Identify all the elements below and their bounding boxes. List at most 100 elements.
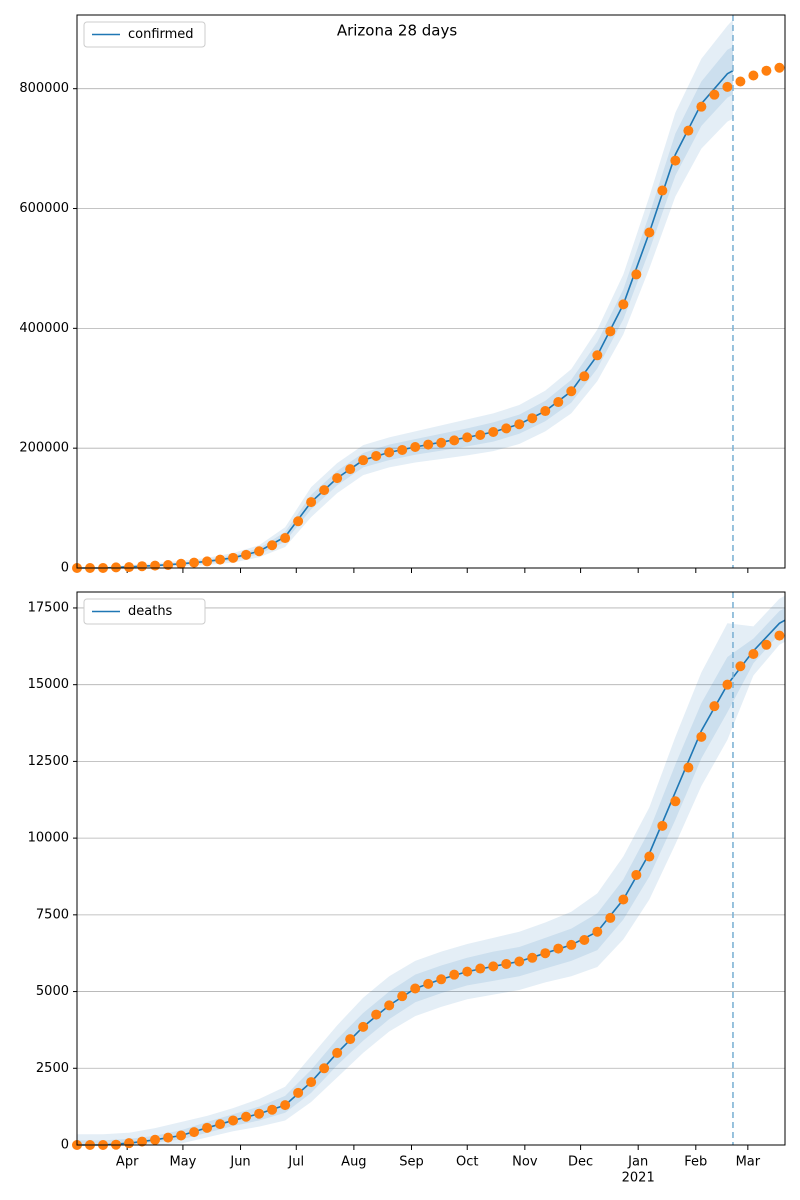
observed-point xyxy=(449,435,460,446)
observed-point xyxy=(579,935,590,946)
legend-box xyxy=(83,21,206,48)
y-tick-label: 12500 xyxy=(28,754,69,769)
observed-point xyxy=(709,89,720,100)
observed-point xyxy=(319,485,330,496)
observed-point xyxy=(514,419,525,430)
x-tick-label: Jun xyxy=(229,1155,250,1170)
observed-point xyxy=(566,386,577,397)
x-tick-label: Apr xyxy=(116,1155,139,1170)
observed-point xyxy=(631,269,642,280)
observed-point xyxy=(397,444,408,455)
observed-point xyxy=(163,1132,174,1143)
x-tick-label: Jul xyxy=(287,1155,304,1170)
observed-point xyxy=(501,958,512,969)
observed-point xyxy=(644,227,655,238)
observed-point xyxy=(332,473,343,484)
legend-label: deaths xyxy=(128,604,173,619)
observed-point xyxy=(371,450,382,461)
y-tick-label: 5000 xyxy=(36,984,69,999)
observed-point xyxy=(189,557,200,568)
observed-point xyxy=(475,429,486,440)
observed-point xyxy=(449,969,460,980)
observed-point xyxy=(527,952,538,963)
observed-point xyxy=(124,1138,135,1149)
observed-point xyxy=(293,1087,304,1098)
observed-point xyxy=(150,1134,161,1145)
x-tick-label: Aug xyxy=(341,1155,366,1170)
observed-point xyxy=(384,1000,395,1011)
observed-point xyxy=(475,963,486,974)
observed-point xyxy=(657,820,668,831)
observed-point xyxy=(280,533,291,544)
observed-point xyxy=(228,552,239,563)
observed-point xyxy=(709,701,720,712)
observed-point xyxy=(202,556,213,567)
observed-point xyxy=(592,350,603,361)
observed-point xyxy=(722,679,733,690)
observed-point xyxy=(410,441,421,452)
legend-box xyxy=(83,598,206,625)
observed-point xyxy=(436,974,447,985)
observed-point xyxy=(761,65,772,76)
model-line xyxy=(77,70,734,569)
observed-point xyxy=(735,661,746,672)
observed-point xyxy=(332,1047,343,1058)
observed-point xyxy=(358,1021,369,1032)
plot-frame xyxy=(76,591,786,1146)
observed-point xyxy=(267,540,278,551)
observed-point xyxy=(202,1122,213,1133)
observed-point xyxy=(267,1104,278,1115)
observed-point xyxy=(410,983,421,994)
y-tick-label: 15000 xyxy=(28,677,69,692)
observed-point xyxy=(631,869,642,880)
observed-point xyxy=(137,561,148,572)
observed-point xyxy=(241,549,252,560)
observed-point xyxy=(774,630,785,641)
observed-point xyxy=(306,497,317,508)
observed-point xyxy=(540,406,551,417)
y-tick-label: 2500 xyxy=(36,1061,69,1076)
observed-point xyxy=(111,562,122,573)
observed-point xyxy=(293,516,304,527)
observed-point xyxy=(176,1130,187,1141)
observed-point xyxy=(345,464,356,475)
y-tick-label: 0 xyxy=(61,1138,69,1153)
y-tick-label: 400000 xyxy=(19,321,69,336)
observed-point xyxy=(748,70,759,81)
observed-point xyxy=(384,447,395,458)
observed-point xyxy=(254,546,265,557)
x-year-label: 2021 xyxy=(622,1171,655,1186)
y-tick-label: 17500 xyxy=(28,600,69,615)
observed-point xyxy=(241,1111,252,1122)
observed-point xyxy=(488,426,499,437)
x-tick-label: Sep xyxy=(399,1155,424,1170)
observed-point xyxy=(306,1077,317,1088)
observed-point xyxy=(501,423,512,434)
y-tick-label: 600000 xyxy=(19,201,69,216)
observed-point xyxy=(514,956,525,967)
observed-point xyxy=(670,796,681,807)
observed-point xyxy=(215,554,226,565)
observed-point xyxy=(540,948,551,959)
confidence-band xyxy=(77,595,785,1145)
observed-point xyxy=(683,762,694,773)
chart-title: Arizona 28 days xyxy=(337,22,458,40)
observed-point xyxy=(254,1108,265,1119)
observed-point xyxy=(163,560,174,571)
observed-point xyxy=(579,371,590,382)
observed-point xyxy=(228,1115,239,1126)
x-tick-label: Mar xyxy=(736,1155,761,1170)
confidence-band xyxy=(77,607,785,1145)
observed-point xyxy=(176,558,187,569)
y-tick-label: 0 xyxy=(61,561,69,576)
x-tick-label: May xyxy=(169,1155,196,1170)
observed-point xyxy=(605,326,616,337)
plot-frame xyxy=(76,14,786,569)
x-tick-label: Nov xyxy=(512,1155,538,1170)
observed-point xyxy=(124,562,135,573)
observed-point xyxy=(644,851,655,862)
y-tick-label: 200000 xyxy=(19,441,69,456)
observed-point xyxy=(358,455,369,466)
